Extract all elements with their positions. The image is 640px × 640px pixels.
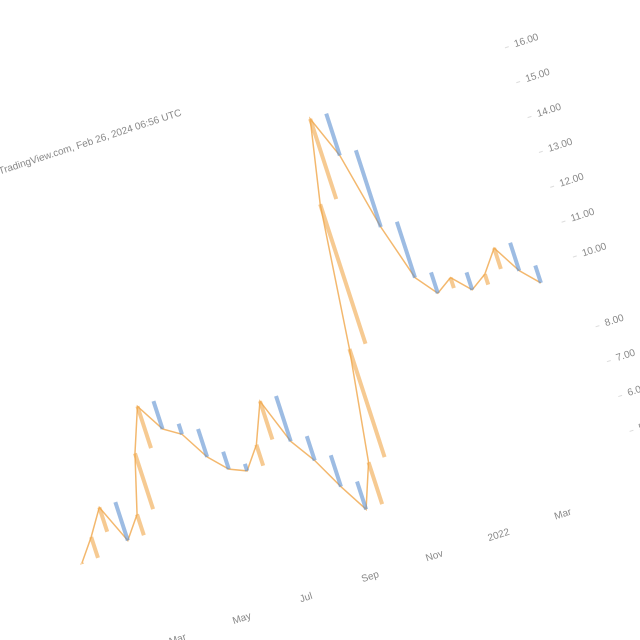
y-tick-label: 16.00	[513, 32, 541, 50]
x-tick-label: 2022	[486, 527, 511, 544]
tick-mark	[550, 185, 555, 188]
y-tick-label: 8.00	[603, 312, 625, 329]
candle	[448, 276, 456, 289]
candle	[221, 451, 231, 470]
candle	[347, 348, 387, 458]
x-tick-label: May	[231, 611, 252, 627]
y-tick-label: 5.00	[637, 417, 640, 434]
price-line	[81, 116, 542, 564]
x-tick-label: Mar	[553, 506, 573, 522]
candle	[394, 221, 417, 279]
candle	[304, 435, 317, 462]
candle	[328, 454, 343, 488]
tick-mark	[561, 220, 566, 223]
candle	[196, 428, 210, 458]
candle	[353, 149, 383, 228]
tick-mark	[516, 81, 521, 84]
candle	[254, 444, 266, 467]
candle	[151, 400, 165, 430]
candle	[97, 506, 110, 533]
candle	[135, 513, 146, 536]
candle	[308, 118, 339, 200]
candle	[508, 242, 522, 272]
y-tick-label: 11.00	[569, 206, 596, 224]
candle	[113, 501, 130, 542]
candle	[133, 452, 156, 510]
candle	[492, 247, 503, 270]
candle	[176, 423, 184, 435]
tick-mark	[618, 394, 623, 398]
y-tick-label: 6.00	[626, 382, 640, 399]
candle	[80, 562, 85, 565]
candle	[242, 463, 250, 472]
x-tick-label: Jul	[298, 591, 314, 605]
candle	[482, 273, 491, 286]
y-tick-label: 13.00	[547, 136, 575, 154]
x-tick-label: Sep	[360, 569, 381, 585]
candle	[135, 405, 153, 449]
candle	[258, 400, 275, 441]
tick-mark	[504, 46, 509, 49]
y-tick-label: 12.00	[558, 171, 586, 189]
tick-mark	[595, 325, 600, 328]
y-tick-label: 15.00	[524, 67, 552, 85]
candle	[355, 480, 368, 510]
tick-mark	[606, 359, 611, 363]
y-tick-label: 7.00	[615, 347, 637, 364]
x-tick-label: Nov	[424, 548, 444, 564]
candle	[429, 271, 440, 294]
candle	[318, 203, 368, 345]
chart-title: Published on TradingView.com, Feb 26, 20…	[0, 108, 183, 196]
candle	[533, 264, 543, 284]
candle	[274, 395, 293, 442]
candle	[89, 536, 100, 559]
x-tick-label: Mar	[168, 632, 188, 640]
tick-mark	[629, 429, 634, 432]
y-tick-label: 10.00	[581, 241, 609, 259]
candle	[366, 461, 385, 505]
tick-mark	[527, 115, 532, 119]
candle	[324, 113, 342, 157]
tick-mark	[572, 255, 577, 258]
candle	[464, 271, 475, 291]
y-tick-label: 14.00	[535, 102, 563, 120]
tick-mark	[538, 150, 543, 153]
